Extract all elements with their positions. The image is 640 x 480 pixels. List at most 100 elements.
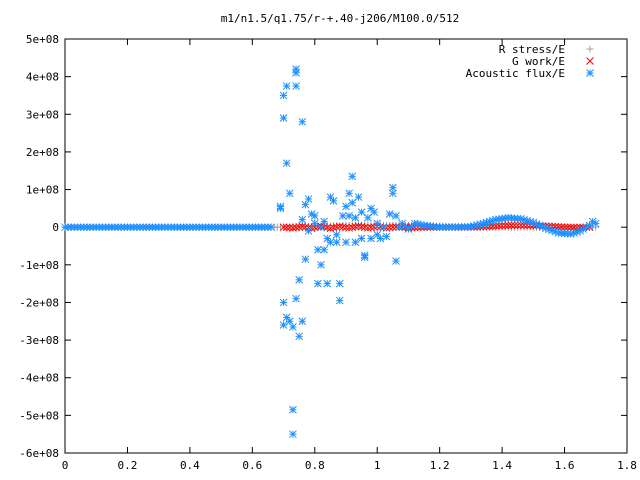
data-point: [376, 234, 385, 243]
data-point: [332, 230, 341, 239]
x-tick-label: 0.6: [242, 459, 262, 472]
data-point: [285, 223, 294, 232]
data-point: [367, 223, 375, 232]
data-point: [335, 279, 344, 288]
x-tick-label: 1: [374, 459, 381, 472]
data-point: [364, 224, 372, 232]
data-point: [488, 222, 497, 231]
x-tick-label: 1.4: [492, 459, 512, 472]
data-point: [360, 223, 369, 232]
data-point: [279, 298, 288, 307]
data-point: [360, 251, 369, 260]
data-point: [292, 294, 300, 303]
data-point: [304, 227, 313, 235]
data-point: [301, 255, 310, 264]
data-point: [298, 117, 307, 126]
data-point: [351, 238, 360, 247]
data-point: [392, 212, 400, 220]
x-tick-label: 0: [62, 459, 69, 472]
y-tick-label: -5e+08: [19, 409, 59, 422]
data-point: [342, 238, 350, 247]
data-point: [570, 223, 578, 232]
y-tick-label: -3e+08: [19, 334, 59, 347]
data-point: [320, 245, 328, 254]
data-point: [345, 224, 353, 232]
data-point: [295, 276, 304, 284]
data-point: [351, 213, 360, 222]
data-point: [335, 296, 344, 305]
data-point: [292, 69, 300, 77]
data-point: [382, 232, 391, 241]
y-tick-label: -4e+08: [19, 372, 59, 385]
data-point: [310, 212, 319, 220]
data-point: [279, 91, 288, 100]
data-point: [501, 221, 510, 230]
data-point: [373, 219, 382, 228]
legend-marker: [586, 45, 594, 53]
data-point: [289, 430, 297, 439]
data-point: [388, 189, 397, 198]
data-point: [566, 223, 575, 232]
data-point: [295, 332, 304, 341]
data-point: [370, 208, 378, 216]
data-point: [289, 323, 297, 331]
data-point: [279, 321, 288, 329]
data-point: [495, 222, 503, 230]
data-point: [339, 212, 347, 220]
data-point: [292, 82, 300, 90]
data-point: [282, 159, 291, 168]
data-point: [357, 208, 366, 216]
x-tick-label: 0.2: [118, 459, 138, 472]
data-point: [317, 260, 325, 269]
x-tick-label: 0.8: [305, 459, 325, 472]
data-point: [310, 219, 319, 228]
data-point: [276, 204, 285, 213]
data-point: [504, 221, 513, 230]
data-point: [364, 213, 372, 222]
data-point: [282, 82, 291, 90]
series-2: [61, 65, 600, 439]
data-point: [492, 222, 500, 230]
y-tick-label: 5e+08: [26, 33, 59, 46]
data-point: [345, 212, 353, 220]
data-point: [285, 189, 294, 198]
y-tick-label: -2e+08: [19, 296, 59, 309]
data-point: [560, 223, 569, 232]
data-point: [298, 317, 307, 326]
y-tick-label: 0: [52, 221, 59, 234]
legend-marker: [586, 69, 594, 77]
data-point: [507, 221, 516, 230]
data-point: [510, 221, 519, 230]
data-point: [498, 221, 506, 230]
data-point: [348, 172, 357, 181]
series-layer: [61, 65, 600, 439]
data-point: [354, 222, 363, 230]
data-point: [345, 189, 353, 198]
data-point: [295, 223, 304, 231]
data-point: [367, 234, 375, 243]
legend-label: R stress/E: [499, 43, 565, 56]
data-point: [513, 221, 522, 230]
data-point: [298, 222, 307, 231]
data-point: [348, 198, 357, 207]
x-tick-label: 0.4: [180, 459, 200, 472]
chart-title: m1/n1.5/q1.75/r-+.40-j206/M100.0/512: [221, 12, 459, 25]
data-point: [348, 223, 357, 232]
axes-layer: 0 0.2 0.4 0.6 0.8 1 1.2 1.4 1.6 1.8 5e+08 4e+08 3e+0…: [19, 33, 637, 472]
data-point: [392, 257, 400, 265]
data-point: [320, 217, 328, 226]
data-point: [314, 245, 322, 254]
data-point: [326, 224, 335, 233]
data-point: [323, 279, 332, 288]
data-point: [301, 223, 310, 231]
data-point: [520, 221, 528, 230]
legend-marker: [586, 57, 594, 65]
data-point: [298, 215, 307, 224]
data-point: [516, 221, 525, 230]
legend-label: G work/E: [512, 55, 565, 68]
x-tick-label: 1.8: [617, 459, 637, 472]
data-point: [332, 223, 341, 231]
data-point: [357, 234, 366, 243]
data-point: [385, 223, 394, 232]
